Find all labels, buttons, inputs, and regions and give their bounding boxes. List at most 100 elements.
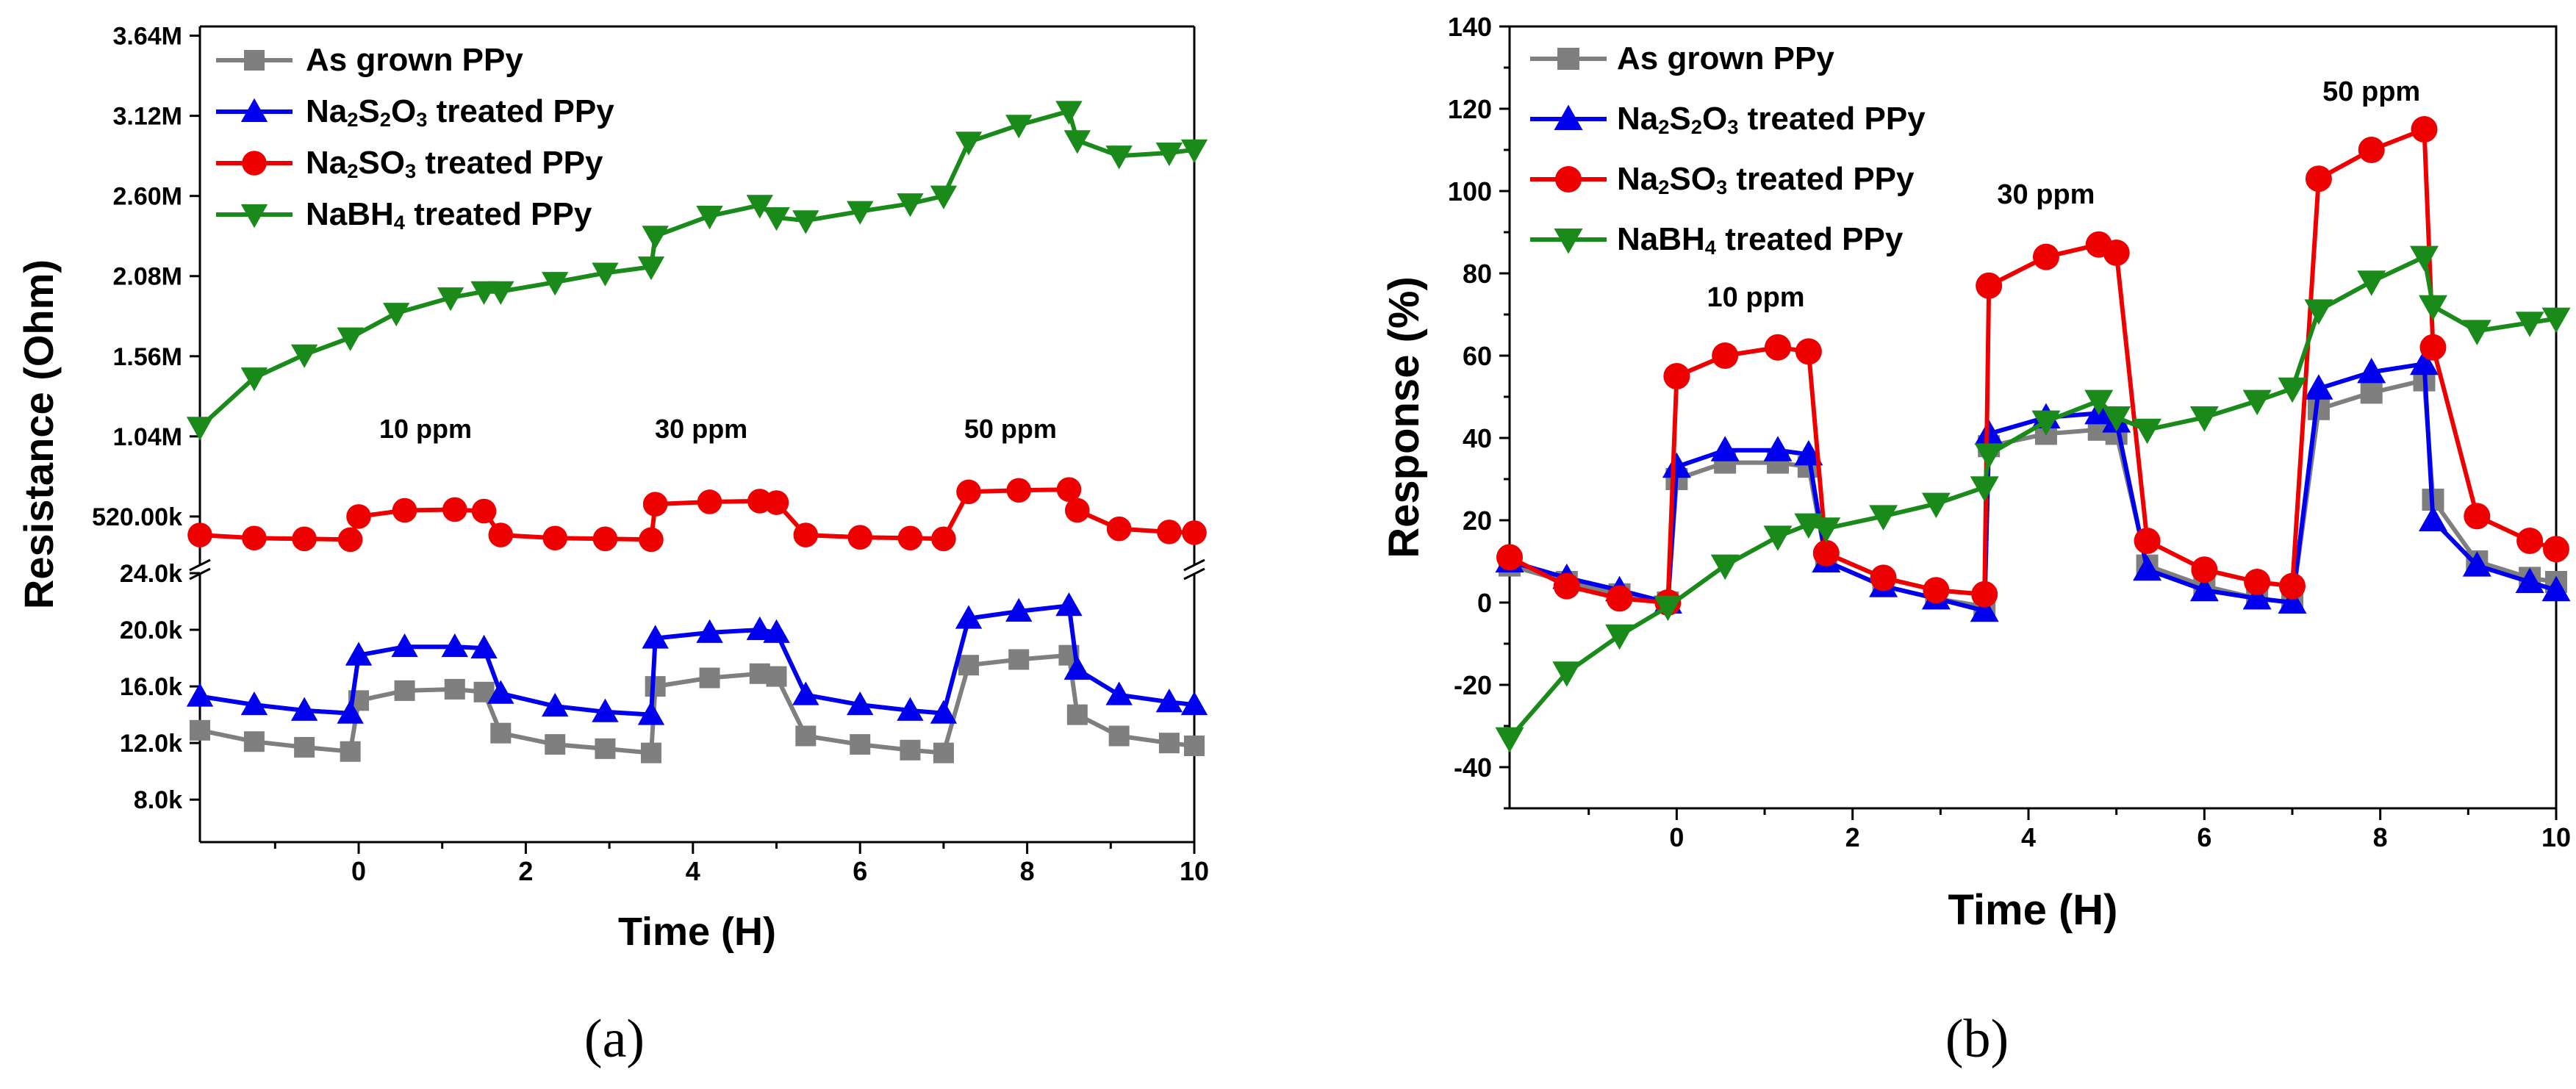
data-point: [792, 210, 819, 234]
data-point: [1795, 338, 1822, 365]
legend-label-part: S: [1669, 101, 1690, 137]
data-point: [746, 616, 773, 641]
x-axis-title: Time (H): [1948, 886, 2118, 934]
legend-label-part: As grown PPy: [306, 42, 523, 78]
legend-label: Na2S2O3 treated PPy: [1617, 101, 1926, 138]
y-tick-label: 12.0k: [120, 730, 182, 758]
legend-label-part: Na: [306, 145, 348, 181]
y-tick-label: 520.00k: [92, 503, 182, 531]
data-point: [2515, 567, 2544, 593]
data-point: [488, 522, 514, 547]
data-point: [1553, 572, 1580, 600]
data-point: [1605, 624, 1635, 650]
axis-break-mark: [189, 558, 211, 572]
data-point: [1106, 516, 1132, 542]
legend-label-part: 2: [347, 159, 358, 182]
data-point: [2516, 528, 2544, 554]
data-point: [2189, 575, 2219, 602]
data-point: [2357, 270, 2386, 296]
data-point: [1764, 334, 1791, 361]
data-point: [696, 205, 723, 230]
concentration-label: 30 ppm: [1997, 179, 2095, 210]
data-point: [242, 525, 267, 551]
axis-break-mark: [1183, 567, 1205, 581]
data-point: [792, 681, 819, 705]
data-point: [931, 526, 956, 552]
series-2: [187, 477, 1207, 553]
data-point: [1055, 592, 1083, 617]
series-0: [1499, 369, 2567, 618]
data-point: [337, 527, 363, 553]
data-point: [746, 195, 773, 219]
data-point: [2304, 299, 2333, 325]
data-point: [1794, 439, 1823, 466]
data-point: [2419, 334, 2447, 361]
data-point: [471, 498, 497, 524]
data-point: [595, 738, 616, 759]
concentration-label: 50 ppm: [2322, 76, 2420, 107]
data-point: [2305, 165, 2332, 193]
data-point: [2464, 503, 2491, 530]
data-point: [640, 742, 661, 763]
x-tick-label: 6: [853, 856, 867, 886]
y-axis-title: Resistance (Ohm): [15, 259, 62, 609]
data-point: [930, 700, 958, 724]
concentration-label: 30 ppm: [655, 414, 747, 444]
data-point: [290, 697, 318, 721]
data-point: [442, 497, 467, 522]
data-point: [1869, 505, 1898, 531]
data-point: [847, 525, 873, 550]
data-point: [1155, 689, 1183, 713]
data-point: [2410, 245, 2439, 272]
legend-label-part: As grown PPy: [1617, 40, 1834, 76]
data-point: [2278, 588, 2307, 614]
data-point: [642, 625, 669, 649]
legend-label-part: 3: [416, 108, 427, 131]
legend-marker: [244, 50, 265, 71]
data-point: [642, 226, 669, 250]
x-tick-label: 0: [351, 856, 366, 886]
data-point: [292, 526, 317, 552]
y-tick-label: 3.12M: [113, 103, 183, 131]
y-tick-label: 24.0k: [120, 560, 182, 588]
y-tick-label: 40: [1463, 423, 1492, 453]
data-point: [766, 666, 787, 687]
data-point: [956, 479, 981, 505]
data-point: [1712, 342, 1739, 369]
legend-label-part: Na: [1617, 161, 1659, 197]
legend-marker: [242, 151, 267, 176]
x-tick-label: 4: [686, 856, 700, 886]
data-point: [1180, 691, 1208, 716]
data-point: [1158, 733, 1180, 754]
data-point: [1974, 443, 2003, 469]
data-point: [444, 678, 465, 700]
legend-label: As grown PPy: [1617, 40, 1834, 76]
data-point: [1066, 704, 1088, 725]
data-point: [897, 525, 923, 551]
data-point: [1552, 661, 1582, 687]
data-point: [2462, 320, 2491, 345]
data-point: [2411, 116, 2438, 143]
data-point: [1055, 101, 1083, 125]
x-tick-label: 2: [518, 856, 533, 886]
data-point: [2103, 240, 2130, 266]
y-tick-label: 1.56M: [113, 343, 183, 371]
legend-label-part: NaBH: [1617, 221, 1705, 257]
legend-label-part: treated PPy: [1738, 101, 1926, 137]
legend-label-part: Na: [306, 93, 348, 129]
data-point: [1653, 595, 1682, 622]
data-point: [1008, 649, 1030, 670]
y-tick-label: 20: [1463, 506, 1492, 536]
legend-marker: [1557, 48, 1579, 70]
legend-label-part: 2: [1658, 176, 1669, 198]
data-point: [1006, 478, 1032, 503]
x-tick-label: 8: [2373, 822, 2388, 852]
data-point: [1157, 520, 1182, 544]
data-point: [337, 700, 364, 724]
data-point: [542, 272, 569, 296]
data-point: [847, 691, 874, 716]
y-tick-label: 120: [1448, 94, 1492, 124]
data-point: [1662, 452, 1691, 478]
data-point: [2189, 406, 2219, 432]
